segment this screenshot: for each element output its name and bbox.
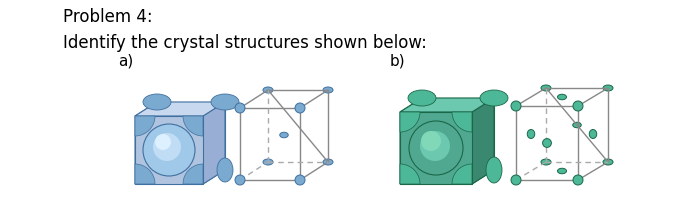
- Circle shape: [235, 175, 245, 185]
- Circle shape: [511, 175, 521, 185]
- Ellipse shape: [541, 159, 551, 165]
- Circle shape: [143, 124, 195, 176]
- Text: Identify the crystal structures shown below:: Identify the crystal structures shown be…: [63, 34, 427, 52]
- Wedge shape: [135, 164, 155, 184]
- Polygon shape: [400, 112, 472, 184]
- Circle shape: [235, 103, 245, 113]
- Wedge shape: [183, 164, 203, 184]
- Wedge shape: [400, 112, 420, 132]
- Polygon shape: [422, 98, 494, 170]
- Text: a): a): [118, 54, 133, 69]
- Text: Problem 4:: Problem 4:: [63, 8, 153, 26]
- Ellipse shape: [323, 159, 333, 165]
- Circle shape: [542, 139, 552, 147]
- Ellipse shape: [263, 87, 273, 93]
- Ellipse shape: [557, 168, 566, 174]
- Ellipse shape: [408, 90, 436, 106]
- Circle shape: [511, 101, 521, 111]
- Circle shape: [573, 101, 583, 111]
- Ellipse shape: [557, 94, 566, 100]
- Ellipse shape: [589, 130, 596, 138]
- Polygon shape: [203, 102, 225, 184]
- Ellipse shape: [217, 158, 233, 182]
- Circle shape: [573, 175, 583, 185]
- Polygon shape: [400, 98, 422, 184]
- Polygon shape: [400, 170, 494, 184]
- Circle shape: [295, 103, 305, 113]
- Wedge shape: [452, 112, 472, 132]
- Circle shape: [295, 175, 305, 185]
- Ellipse shape: [143, 94, 171, 110]
- Circle shape: [153, 133, 181, 161]
- Ellipse shape: [323, 87, 333, 93]
- Wedge shape: [452, 164, 472, 184]
- Ellipse shape: [527, 130, 535, 138]
- Ellipse shape: [486, 157, 502, 183]
- Wedge shape: [183, 116, 203, 136]
- Ellipse shape: [280, 132, 288, 138]
- Ellipse shape: [263, 159, 273, 165]
- Polygon shape: [135, 102, 225, 116]
- Ellipse shape: [603, 85, 613, 91]
- Polygon shape: [135, 170, 225, 184]
- Circle shape: [420, 131, 450, 161]
- Polygon shape: [135, 102, 157, 184]
- Ellipse shape: [211, 94, 239, 110]
- Circle shape: [155, 134, 171, 150]
- Polygon shape: [135, 116, 203, 184]
- Polygon shape: [472, 98, 494, 184]
- Ellipse shape: [573, 122, 581, 128]
- Circle shape: [409, 121, 463, 175]
- Polygon shape: [157, 102, 225, 170]
- Text: b): b): [390, 54, 405, 69]
- Wedge shape: [135, 116, 155, 136]
- Ellipse shape: [541, 85, 551, 91]
- Ellipse shape: [603, 159, 613, 165]
- Ellipse shape: [480, 90, 508, 106]
- Wedge shape: [400, 164, 420, 184]
- Circle shape: [421, 131, 441, 151]
- Polygon shape: [400, 98, 494, 112]
